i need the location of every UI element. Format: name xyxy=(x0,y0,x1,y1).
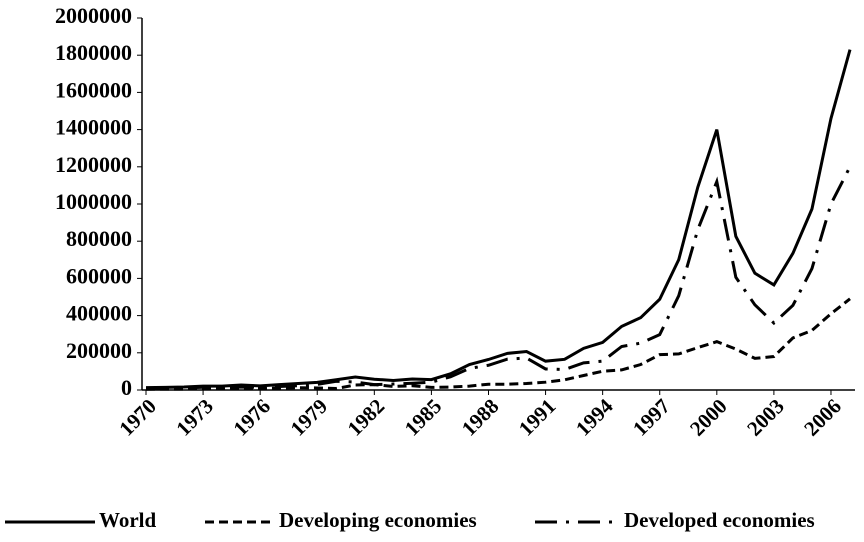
y-tick-label: 1800000 xyxy=(55,40,132,65)
series-line xyxy=(145,49,852,390)
x-tick-label: 1973 xyxy=(171,394,218,441)
series-line xyxy=(145,297,851,391)
legend-label: Developing economies xyxy=(279,508,477,532)
x-tick-label: 2006 xyxy=(799,394,846,441)
y-tick-label: 800000 xyxy=(66,226,132,251)
x-tick-label: 1970 xyxy=(114,394,161,441)
x-tick-label: 1982 xyxy=(343,394,390,441)
x-tick-label: 1979 xyxy=(286,394,333,441)
x-tick-label: 2000 xyxy=(685,394,732,441)
y-tick-label: 200000 xyxy=(66,338,132,363)
y-tick-label: 1600000 xyxy=(55,77,132,102)
x-tick-label: 1997 xyxy=(628,394,675,441)
y-tick-label: 1400000 xyxy=(55,115,132,140)
x-tick-label: 1994 xyxy=(571,394,618,441)
x-tick-label: 2003 xyxy=(742,394,789,441)
legend-label: Developed economies xyxy=(624,508,815,532)
series-line xyxy=(146,166,852,390)
x-tick-label: 1976 xyxy=(228,394,275,441)
y-tick-label: 600000 xyxy=(66,263,132,288)
x-tick-label: 1985 xyxy=(400,394,447,441)
y-tick-label: 0 xyxy=(121,375,132,400)
y-tick-label: 400000 xyxy=(66,301,132,326)
y-tick-label: 2000000 xyxy=(55,3,132,28)
y-tick-label: 1000000 xyxy=(55,189,132,214)
x-tick-label: 1988 xyxy=(457,394,504,441)
legend-label: World xyxy=(99,508,156,532)
y-tick-label: 1200000 xyxy=(55,152,132,177)
x-tick-label: 1991 xyxy=(514,394,561,441)
